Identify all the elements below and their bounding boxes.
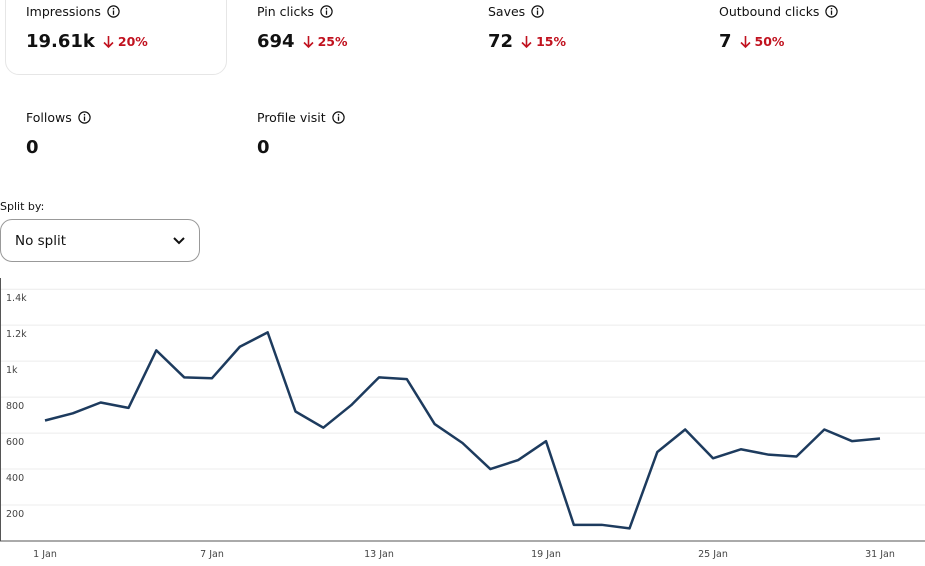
metric-label: Saves bbox=[488, 3, 526, 19]
x-tick-label: 7 Jan bbox=[200, 549, 224, 560]
metric-label-row: Follows bbox=[26, 109, 246, 125]
down-arrow bbox=[521, 35, 532, 48]
metric-label-row: Profile visit bbox=[257, 109, 477, 125]
metric: Profile visit 0 bbox=[257, 109, 477, 158]
data-line bbox=[44, 331, 881, 530]
metric: Saves 72 15% bbox=[488, 3, 708, 53]
metric-change: 20% bbox=[103, 34, 148, 49]
metric-change: 50% bbox=[739, 34, 785, 49]
metric-value: 0 bbox=[26, 137, 39, 158]
split-label: Split by: bbox=[0, 200, 45, 213]
change-text: 25% bbox=[317, 34, 348, 49]
info-icon[interactable] bbox=[825, 4, 839, 18]
card-highlight bbox=[5, 0, 227, 75]
metric-row: 7 50% bbox=[719, 31, 925, 52]
y-tick-label: 1.4k bbox=[6, 293, 27, 304]
y-tick-label: 800 bbox=[6, 401, 24, 412]
y-tick-label: 400 bbox=[6, 473, 24, 484]
metric-row: 72 15% bbox=[488, 31, 708, 52]
metric-row: 19.61k 20% bbox=[26, 31, 246, 52]
info-icon[interactable] bbox=[331, 110, 345, 124]
down-arrow bbox=[103, 35, 114, 48]
metric-value: 19.61k bbox=[26, 31, 95, 52]
info-icon[interactable] bbox=[107, 4, 120, 18]
metric: Follows 0 bbox=[26, 109, 246, 158]
y-tick-label: 1k bbox=[6, 365, 18, 376]
metric-row: 0 bbox=[26, 137, 246, 158]
metric-label: Pin clicks bbox=[257, 3, 315, 19]
y-tick-label: 600 bbox=[6, 437, 24, 448]
metric-label-row: Impressions bbox=[26, 3, 246, 19]
info-icon[interactable] bbox=[320, 4, 333, 18]
down-arrow bbox=[303, 35, 314, 48]
metric-label: Follows bbox=[26, 109, 72, 125]
info-icon[interactable] bbox=[531, 4, 544, 18]
x-tick-label: 1 Jan bbox=[33, 549, 57, 560]
chevron-icon[interactable] bbox=[173, 236, 185, 245]
x-tick-label: 13 Jan bbox=[364, 549, 394, 560]
metric-label-row: Saves bbox=[488, 3, 708, 19]
y-tick-label: 1.2k bbox=[6, 329, 27, 340]
change-text: 50% bbox=[754, 34, 785, 49]
dropdown-value[interactable]: No split bbox=[15, 232, 67, 249]
metric-label-row: Outbound clicks bbox=[719, 3, 925, 19]
metric-label: Profile visit bbox=[257, 109, 326, 125]
metric-value: 7 bbox=[719, 31, 732, 52]
info-icon[interactable] bbox=[78, 110, 91, 124]
change-text: 20% bbox=[117, 34, 148, 49]
metric: Outbound clicks 7 50% bbox=[719, 3, 925, 52]
x-tick-label: 31 Jan bbox=[865, 549, 895, 560]
x-tick-label: 25 Jan bbox=[698, 549, 728, 560]
metric-value: 72 bbox=[488, 31, 514, 52]
metric-change: 25% bbox=[303, 34, 348, 49]
metric-label: Outbound clicks bbox=[719, 3, 820, 19]
metric-row: 694 25% bbox=[257, 31, 477, 52]
change-text: 15% bbox=[536, 34, 566, 49]
metric: Impressions 19.61k 20% bbox=[26, 3, 246, 53]
metric-change: 15% bbox=[521, 34, 566, 49]
split-dropdown[interactable]: No split bbox=[0, 219, 200, 262]
metric-label: Impressions bbox=[26, 3, 101, 19]
metric-value: 694 bbox=[257, 31, 295, 52]
metric-row: 0 bbox=[257, 137, 477, 158]
metric-value: 0 bbox=[257, 137, 270, 158]
down-arrow bbox=[739, 35, 751, 48]
metric: Pin clicks 694 25% bbox=[257, 3, 477, 53]
metric-label-row: Pin clicks bbox=[257, 3, 477, 19]
x-tick-label: 19 Jan bbox=[531, 549, 561, 560]
y-tick-label: 200 bbox=[6, 509, 24, 520]
chart: 200 400 600 800 1k 1.2k 1.4k 1 Jan 7 Jan 13 Jan 19… bbox=[0, 278, 925, 560]
